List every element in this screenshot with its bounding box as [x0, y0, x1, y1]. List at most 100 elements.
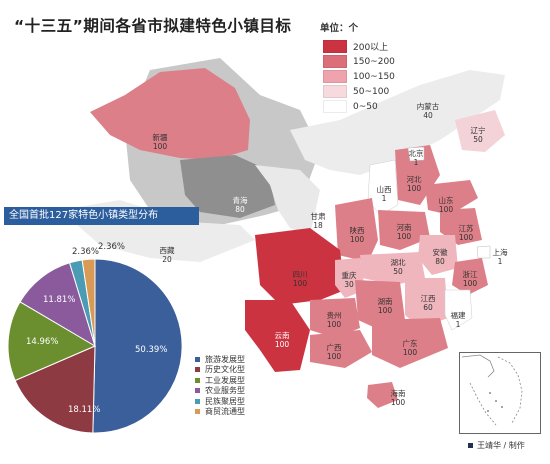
- province-value: 100: [458, 233, 474, 242]
- province-value: 1: [413, 158, 419, 167]
- province-label-hebei: 河北 100: [407, 175, 422, 193]
- pie-legend-label: 历史文化型: [205, 365, 245, 375]
- province-name: 安徽: [432, 248, 448, 257]
- province-value: 100: [152, 142, 168, 151]
- credit-square-icon: [468, 443, 473, 448]
- province-label-guizhou: 贵州 100: [327, 311, 342, 329]
- province-name: 江苏: [458, 224, 474, 233]
- region-sichuan: [255, 228, 345, 305]
- region-hubei: [360, 252, 425, 285]
- province-label-zhejiang: 浙江 100: [463, 270, 478, 288]
- pie-value-label: 2.36%: [72, 247, 99, 257]
- province-label-yunnan: 云南 100: [275, 331, 290, 349]
- region-beijing: [407, 146, 425, 162]
- province-value: 100: [292, 279, 308, 288]
- pie-legend-item: 历史文化型: [195, 365, 245, 376]
- pie-legend-item: 农业服务型: [195, 386, 245, 397]
- region-liaoning: [455, 110, 505, 152]
- pie-value-label: 2.36%: [98, 242, 125, 252]
- pie-title: 全国首批127家特色小镇类型分布: [4, 207, 199, 225]
- province-value: 80: [435, 257, 445, 266]
- legend-unit: 单位：个: [320, 23, 359, 34]
- province-name: 贵州: [326, 311, 342, 320]
- province-label-sichuan: 四川 100: [293, 270, 308, 288]
- province-value: 100: [326, 320, 342, 329]
- province-label-shaanxi: 陕西 100: [350, 226, 365, 244]
- province-value: 30: [344, 280, 354, 289]
- province-name: 山东: [438, 196, 454, 205]
- province-name: 浙江: [462, 270, 478, 279]
- pie-slice: [19, 262, 96, 348]
- province-name: 湖南: [377, 297, 393, 306]
- legend-swatch: [323, 100, 347, 113]
- province-value: 40: [423, 111, 433, 120]
- province-label-liaoning: 辽宁 50: [471, 126, 486, 144]
- province-label-henan: 河南 100: [397, 223, 412, 241]
- province-name: 青海: [232, 196, 248, 205]
- province-value: 100: [396, 232, 412, 241]
- province-value: 20: [162, 255, 172, 264]
- province-label-jiangxi: 江西 60: [421, 294, 436, 312]
- province-name: 陕西: [349, 226, 365, 235]
- province-label-shanghai: 上海 1: [493, 248, 508, 266]
- province-value: 100: [402, 348, 418, 357]
- province-label-shanxi: 山西 1: [377, 185, 392, 203]
- province-value: 100: [274, 340, 290, 349]
- south-china-sea-inset: [459, 352, 541, 434]
- legend-swatch: [323, 70, 347, 83]
- page-title: “十三五”期间各省市拟建特色小镇目标: [14, 17, 292, 35]
- province-label-qinghai: 青海 80: [233, 196, 248, 214]
- province-label-hubei: 湖北 50: [391, 258, 406, 276]
- region-neimenggu: [290, 70, 505, 175]
- province-name: 江西: [420, 294, 436, 303]
- province-value: 100: [349, 235, 365, 244]
- province-value: 100: [438, 205, 454, 214]
- province-value: 18: [313, 221, 323, 230]
- legend-label: 0~50: [353, 101, 378, 112]
- pie-value-label: 18.11%: [68, 405, 100, 415]
- region-guangxi: [310, 330, 372, 368]
- pie-value-label: 14.96%: [26, 337, 58, 347]
- province-label-hainan: 海南 100: [391, 389, 406, 407]
- credit-text: 王靖华 / 制作: [477, 441, 525, 450]
- region-jiangxi: [405, 278, 448, 328]
- province-name: 北京: [408, 149, 424, 158]
- legend-item: 50~100: [323, 84, 395, 99]
- legend-item: 200以上: [323, 39, 395, 54]
- province-label-fujian: 福建 1: [451, 311, 466, 329]
- province-label-beijing: 北京 1: [409, 149, 424, 167]
- province-value: 80: [235, 205, 245, 214]
- pie-slice: [7, 301, 97, 382]
- pie-legend-item: 民族聚居型: [195, 396, 245, 407]
- pie-legend-item: 工业发展型: [195, 375, 245, 386]
- province-name: 山西: [376, 185, 392, 194]
- pie-legend-swatch: [195, 377, 200, 383]
- province-name: 新疆: [152, 133, 168, 142]
- province-name: 广东: [402, 339, 418, 348]
- pie-slice: [81, 258, 96, 347]
- pie-legend-label: 旅游发展型: [205, 354, 245, 364]
- legend-item: 150~200: [323, 54, 395, 69]
- province-name: 辽宁: [470, 126, 486, 135]
- credit-line: 王靖华 / 制作: [468, 440, 525, 451]
- region-henan: [378, 210, 430, 250]
- province-name: 内蒙古: [416, 102, 440, 111]
- province-label-hunan: 湖南 100: [378, 297, 393, 315]
- province-value: 1: [497, 257, 503, 266]
- region-shanghai: [476, 245, 491, 259]
- pie-legend-swatch: [195, 356, 200, 362]
- region-guangdong: [372, 318, 448, 368]
- province-name: 广西: [326, 343, 342, 352]
- region-yunnan: [245, 300, 310, 372]
- pie-legend-swatch: [195, 367, 200, 373]
- province-value: 100: [326, 352, 342, 361]
- province-label-guangxi: 广西 100: [327, 343, 342, 361]
- pie-legend-item: 旅游发展型: [195, 354, 245, 365]
- pie-legend-label: 农业服务型: [205, 386, 245, 396]
- province-value: 50: [473, 135, 483, 144]
- province-name: 海南: [390, 389, 406, 398]
- province-label-chongqing: 重庆 30: [342, 271, 357, 289]
- pie-legend: 旅游发展型 历史文化型 工业发展型 农业服务型 民族聚居型 商贸流通型: [195, 354, 245, 417]
